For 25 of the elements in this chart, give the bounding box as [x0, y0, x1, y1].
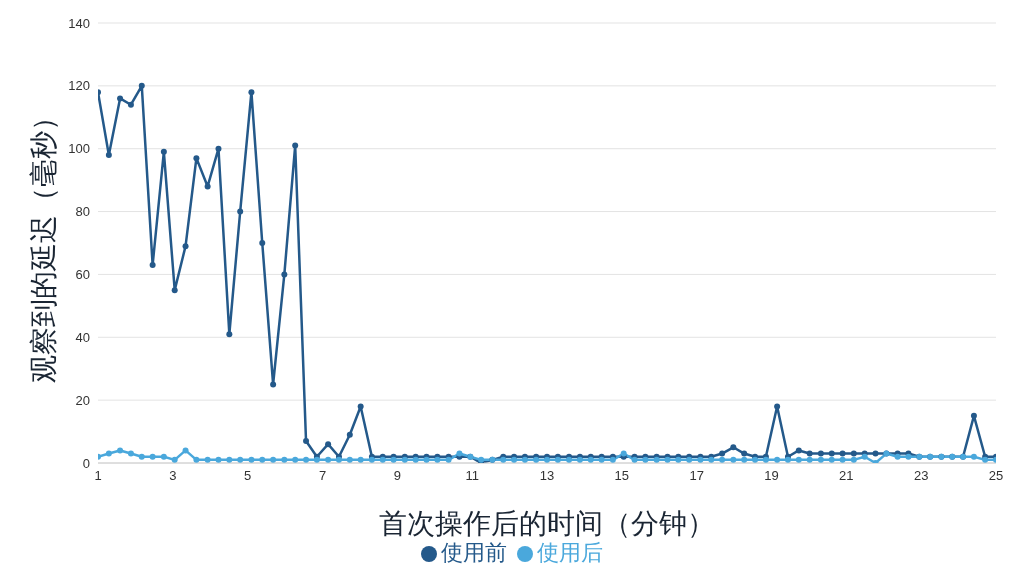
x-tick-label: 23 — [913, 468, 929, 484]
y-tick-label: 140 — [68, 15, 90, 31]
x-tick-label: 7 — [318, 468, 327, 484]
legend-label: 使用前 — [441, 540, 507, 565]
x-tick-label: 9 — [393, 468, 401, 484]
x-tick-label: 21 — [839, 468, 854, 484]
y-tick-label: 120 — [68, 78, 90, 94]
y-tick-label: 80 — [75, 204, 90, 220]
y-tick-label: 60 — [75, 267, 90, 283]
legend-label: 使用后 — [537, 540, 603, 565]
x-tick-label: 19 — [764, 468, 779, 484]
y-tick-label: 0 — [82, 455, 90, 471]
y-tick-label: 40 — [75, 329, 90, 345]
x-tick-label: 13 — [539, 468, 555, 484]
x-tick-label: 1 — [94, 468, 102, 484]
y-tick-label: 20 — [75, 392, 90, 408]
x-tick-label: 15 — [614, 468, 630, 484]
x-tick-label: 5 — [244, 468, 252, 484]
x-tick-label: 3 — [169, 468, 177, 484]
x-tick-label: 25 — [988, 468, 1004, 484]
x-tick-label: 11 — [465, 468, 479, 484]
y-tick-label: 100 — [68, 141, 90, 157]
x-axis-title: 首次操作后的时间（分钟） — [379, 508, 715, 539]
y-axis-title: 观察到的延迟（毫秒） — [27, 103, 59, 383]
x-tick-label: 17 — [689, 468, 704, 484]
